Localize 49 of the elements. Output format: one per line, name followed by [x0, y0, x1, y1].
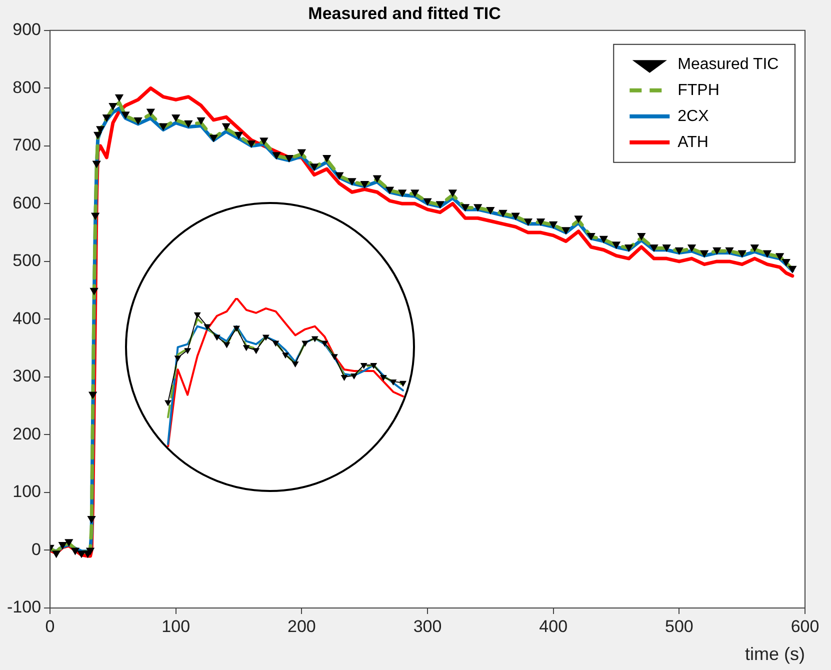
point	[321, 340, 328, 347]
y-tick-label: 900	[12, 20, 42, 40]
point	[213, 334, 220, 341]
point	[184, 348, 192, 354]
legend-label: FTPH	[678, 82, 720, 99]
point	[272, 340, 280, 347]
y-tick-label: 300	[12, 366, 42, 386]
point	[370, 363, 378, 370]
point	[282, 352, 289, 359]
y-tick-label: -100	[6, 598, 42, 617]
point	[204, 324, 211, 330]
legend-label: 2CX	[678, 108, 710, 125]
y-tick-label: 100	[12, 482, 42, 502]
x-tick-label: 0	[45, 616, 55, 636]
point	[233, 326, 240, 332]
x-tick-label: 100	[162, 616, 190, 636]
point	[292, 362, 299, 368]
x-axis-title: time (s)	[745, 644, 805, 664]
point	[242, 345, 250, 352]
x-tick-label: 400	[539, 616, 568, 636]
chart-title: Measured and fitted TIC	[308, 4, 501, 23]
point	[174, 356, 182, 362]
x-tick-label: 500	[664, 616, 694, 636]
y-tick-label: 400	[12, 308, 42, 328]
point	[360, 363, 368, 370]
point	[252, 348, 260, 354]
point	[380, 374, 387, 381]
point	[164, 400, 172, 406]
point	[302, 340, 309, 347]
y-tick-label: 700	[12, 136, 42, 155]
point	[194, 312, 201, 318]
point	[330, 354, 338, 360]
point	[262, 334, 270, 341]
point	[350, 373, 358, 380]
point	[390, 379, 397, 386]
point	[223, 342, 230, 348]
legend-label: ATH	[678, 134, 708, 151]
y-tick-label: 500	[12, 251, 42, 270]
y-tick-label: 200	[12, 424, 42, 444]
point	[340, 374, 348, 381]
point	[400, 380, 406, 387]
x-tick-label: 600	[790, 616, 820, 636]
y-tick-label: 800	[12, 78, 42, 97]
x-tick-label: 300	[413, 616, 442, 636]
legend-label: Measured TIC	[678, 56, 779, 73]
x-tick-label: 200	[287, 616, 316, 636]
point	[311, 336, 318, 342]
y-tick-label: 600	[12, 193, 42, 212]
y-tick-label: 0	[32, 540, 42, 559]
